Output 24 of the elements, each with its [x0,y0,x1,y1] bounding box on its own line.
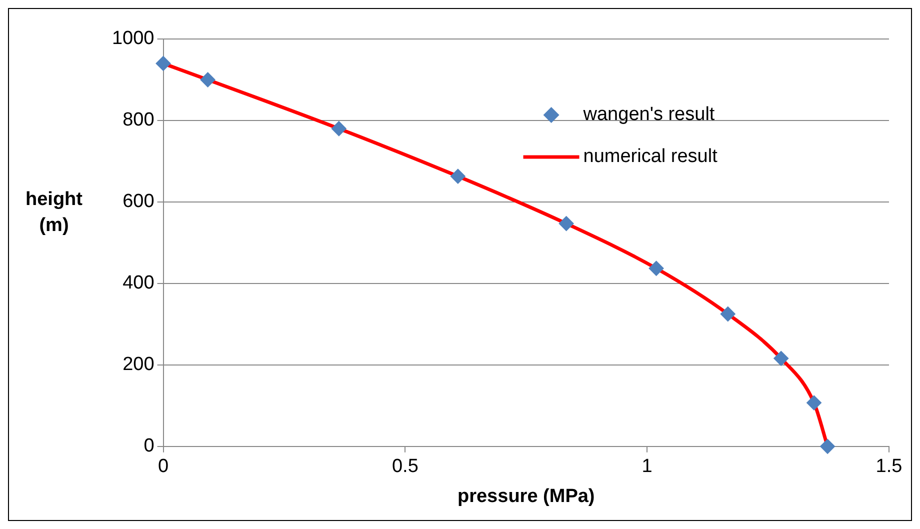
point [450,168,466,184]
y-tick-label: 0 [144,436,154,457]
x-tick-label: 1 [642,456,652,478]
point [200,72,216,88]
x-tick-label: 0.5 [392,456,418,478]
point [820,438,836,454]
y-tick-label: 400 [122,272,154,294]
point [331,121,346,136]
x-tick-label: 1.5 [876,456,902,478]
legend-label: wangen's result [582,104,716,126]
x-tick-label: 0 [158,456,169,478]
point [720,306,736,322]
y-tick-label: 200 [122,354,154,376]
y-tick-label: 600 [122,191,154,212]
point [648,260,664,276]
y-tick-label: 800 [122,110,154,131]
point [806,395,822,410]
point [156,56,171,71]
point [558,216,574,232]
point [774,350,789,366]
x-axis-title: pressure (MPa) [457,486,595,507]
y-axis-title: height (m) [26,188,84,236]
legend-label: numerical result [583,146,718,168]
y-tick-label: 1000 [112,28,154,50]
